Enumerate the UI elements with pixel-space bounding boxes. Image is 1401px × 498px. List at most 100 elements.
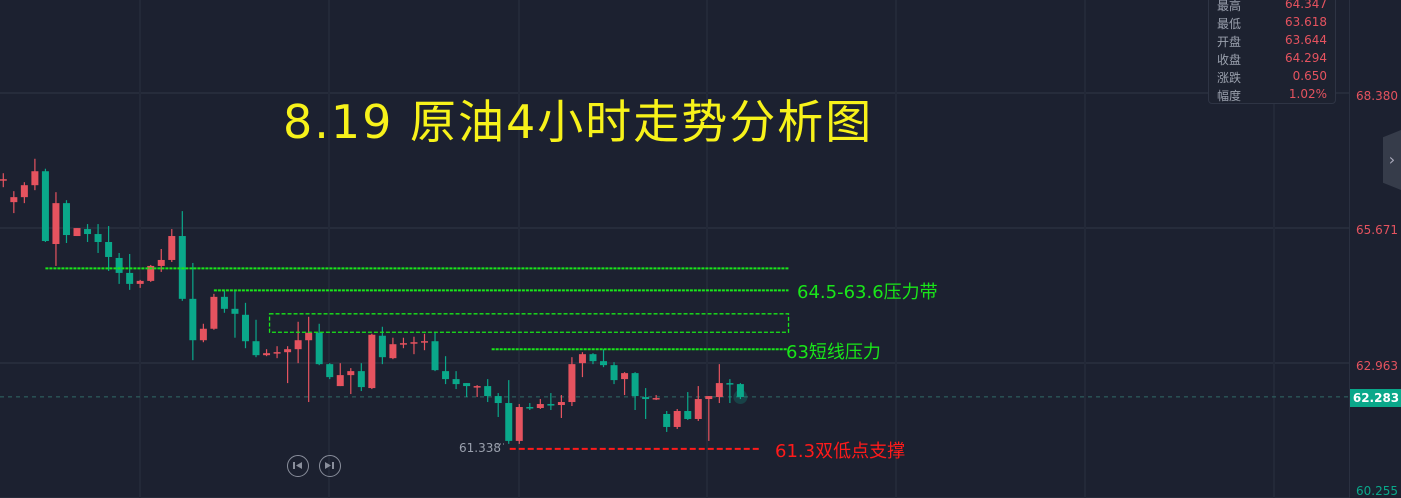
candle-body — [31, 171, 39, 186]
candle-body — [168, 236, 176, 260]
candle-body — [273, 352, 281, 354]
candle-body — [663, 413, 671, 427]
candle-body — [336, 375, 344, 387]
candle-body — [157, 259, 165, 266]
candle-body — [52, 203, 60, 245]
candle-body — [621, 373, 629, 380]
candle-body — [305, 332, 313, 341]
candle-body — [642, 397, 650, 400]
candle-body — [610, 365, 618, 381]
skip-back-icon — [293, 462, 302, 469]
info-value: 63.644 — [1285, 33, 1327, 47]
info-row: 开盘 63.644 — [1217, 33, 1327, 51]
candle-body — [357, 371, 365, 388]
y-tick: 62.963 — [1356, 359, 1398, 373]
candle-body — [210, 296, 218, 329]
candle-body — [378, 335, 386, 358]
candle-body — [526, 407, 534, 409]
info-label: 开盘 — [1217, 35, 1242, 49]
candle-body — [115, 257, 123, 273]
price-axis[interactable]: 68.380 65.671 62.963 62.283 60.255 — [1349, 0, 1401, 498]
info-row: 最高 64.347 — [1217, 0, 1327, 15]
info-value: 64.347 — [1285, 0, 1327, 11]
candle-body — [568, 364, 576, 403]
candle-body — [547, 404, 555, 406]
candle-body — [94, 234, 102, 243]
candle-body — [736, 384, 744, 398]
candle-body — [578, 354, 586, 364]
candle-body — [452, 379, 460, 385]
current-price-badge: 62.283 — [1350, 389, 1401, 407]
candle-body — [631, 373, 639, 397]
candle-body — [105, 242, 113, 257]
candle-body — [442, 371, 450, 380]
scroll-to-end-button[interactable] — [319, 455, 341, 477]
candle-body — [136, 280, 144, 284]
candle-body — [536, 404, 544, 409]
candle-body — [473, 386, 481, 388]
candle-body — [421, 341, 428, 343]
info-value: 64.294 — [1285, 51, 1327, 65]
info-row: 最低 63.618 — [1217, 15, 1327, 33]
candle-body — [147, 265, 155, 281]
y-tick: 65.671 — [1356, 223, 1398, 237]
support-label: 61.3双低点支撑 — [775, 441, 906, 462]
candle-body — [20, 185, 28, 198]
ohlc-info-panel: 最高 64.347 最低 63.618 开盘 63.644 收盘 64.294 涨跌 0.650 幅… — [1208, 0, 1336, 104]
candle-body — [284, 349, 292, 353]
info-label: 最低 — [1217, 17, 1242, 31]
candle-body — [368, 334, 376, 389]
info-value: 63.618 — [1285, 15, 1327, 29]
candle-body — [241, 314, 249, 342]
candle-body — [126, 272, 134, 284]
candle-body — [62, 203, 70, 236]
candle-body — [557, 402, 565, 406]
y-tick: 60.255 — [1356, 484, 1398, 498]
resistance-band-box — [268, 313, 790, 333]
candle-body — [600, 361, 608, 366]
candle-body — [199, 328, 207, 341]
expand-panel-button[interactable]: › — [1383, 130, 1401, 190]
candle-body — [10, 197, 18, 203]
candle-body — [73, 228, 81, 237]
candle-body — [673, 411, 681, 427]
info-label: 幅度 — [1217, 89, 1242, 103]
candle-body — [484, 386, 492, 397]
candle-body — [410, 342, 418, 344]
resistance-band-label: 64.5-63.6压力带 — [797, 282, 938, 303]
short-resistance-label: 63短线压力 — [786, 342, 881, 363]
candlestick-chart[interactable] — [0, 0, 1349, 498]
low-price-marker: 61.338 — [459, 441, 501, 455]
skip-forward-icon — [325, 462, 334, 469]
candle-body — [494, 396, 502, 404]
info-label: 收盘 — [1217, 53, 1242, 67]
candle-body — [315, 332, 323, 365]
candle-body — [589, 354, 597, 362]
candle-body — [220, 296, 228, 309]
chart-title: 8.19 原油4小时走势分析图 — [283, 95, 874, 149]
candle-body — [399, 343, 407, 345]
info-row: 涨跌 0.650 — [1217, 69, 1327, 87]
candle-body — [0, 179, 7, 181]
candle-body — [263, 353, 271, 356]
candle-body — [231, 308, 239, 314]
candle-body — [326, 364, 334, 378]
candle-body — [726, 383, 734, 385]
candle-body — [694, 399, 702, 419]
info-label: 涨跌 — [1217, 71, 1242, 85]
candle-body — [515, 407, 523, 441]
candle-body — [431, 341, 439, 371]
live-candle-glow — [733, 390, 748, 405]
info-value: 0.650 — [1292, 69, 1327, 83]
candle-body — [189, 298, 197, 341]
candle-body — [715, 383, 723, 398]
candle-body — [347, 371, 355, 376]
candle-body — [705, 396, 713, 400]
candle-body — [652, 398, 660, 400]
candle-body — [684, 411, 692, 419]
candle-body — [41, 171, 49, 242]
info-value: 1.02% — [1288, 87, 1327, 101]
scroll-to-start-button[interactable] — [287, 455, 309, 477]
candle-body — [252, 341, 260, 356]
candle-body — [294, 340, 302, 350]
